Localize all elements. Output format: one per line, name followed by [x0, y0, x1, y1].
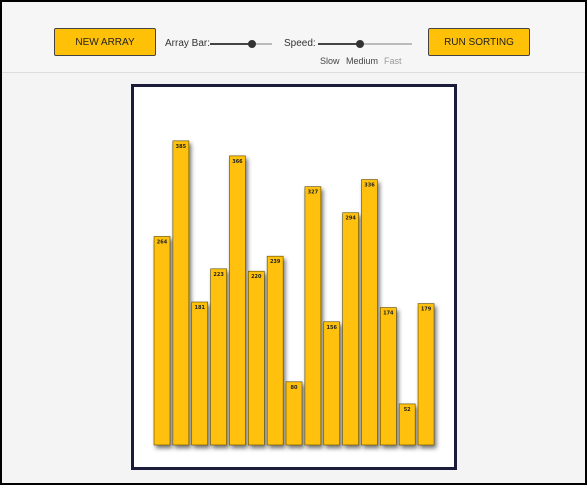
bar-value-label: 294	[345, 216, 356, 222]
toolbar: NEW ARRAY Array Bar: Speed: Slow Medium …	[2, 2, 585, 73]
bar-value-label: 327	[308, 190, 319, 196]
bar-value-label: 52	[404, 407, 411, 413]
array-bar	[342, 212, 359, 446]
array-bar	[229, 155, 246, 446]
array-bar	[172, 140, 190, 446]
array-slider-fill	[210, 43, 252, 45]
bar-value-label: 264	[157, 239, 168, 245]
array-bar	[285, 381, 303, 446]
bars: 264 385 181 223 366 220 239 80 327 156 294 336 174 52…	[153, 140, 435, 446]
array-bar	[248, 270, 265, 446]
bar-value-label: 156	[327, 325, 338, 331]
bar-value-label: 336	[364, 183, 375, 189]
bar-value-label: 366	[232, 159, 243, 165]
array-bar	[361, 179, 378, 446]
speed-slider-fill	[318, 43, 360, 45]
array-bar	[210, 268, 227, 446]
array-bar-label: Array Bar:	[165, 38, 211, 49]
array-bar	[266, 255, 284, 446]
array-bar	[417, 303, 435, 446]
bar-value-label: 179	[421, 307, 432, 313]
array-bar	[380, 307, 397, 446]
speed-label: Speed:	[284, 38, 316, 49]
bar-value-label: 385	[176, 144, 187, 150]
speed-option: Medium	[346, 56, 379, 66]
new-array-button[interactable]: NEW ARRAY	[54, 28, 156, 56]
bar-value-label: 239	[270, 259, 281, 265]
array-bar	[153, 236, 171, 446]
array-container: 264 385 181 223 366 220 239 80 327 156 294 336 174 52…	[131, 84, 457, 470]
speed-option: Fast	[384, 56, 402, 66]
speed-slider-knob[interactable]	[356, 40, 364, 48]
bar-value-label: 174	[383, 311, 394, 317]
array-bar	[398, 403, 416, 446]
run-sorting-button[interactable]: RUN SORTING	[428, 28, 530, 56]
bar-value-label: 80	[291, 385, 298, 391]
array-bar	[323, 321, 341, 446]
array-bar	[191, 301, 209, 446]
speed-slider[interactable]	[318, 43, 412, 45]
bar-value-label: 181	[195, 305, 206, 311]
bar-value-label: 220	[251, 274, 262, 280]
array-slider-knob[interactable]	[248, 40, 256, 48]
speed-option: Slow	[320, 56, 340, 66]
bar-value-label: 223	[213, 272, 224, 278]
array-bar	[304, 186, 322, 446]
